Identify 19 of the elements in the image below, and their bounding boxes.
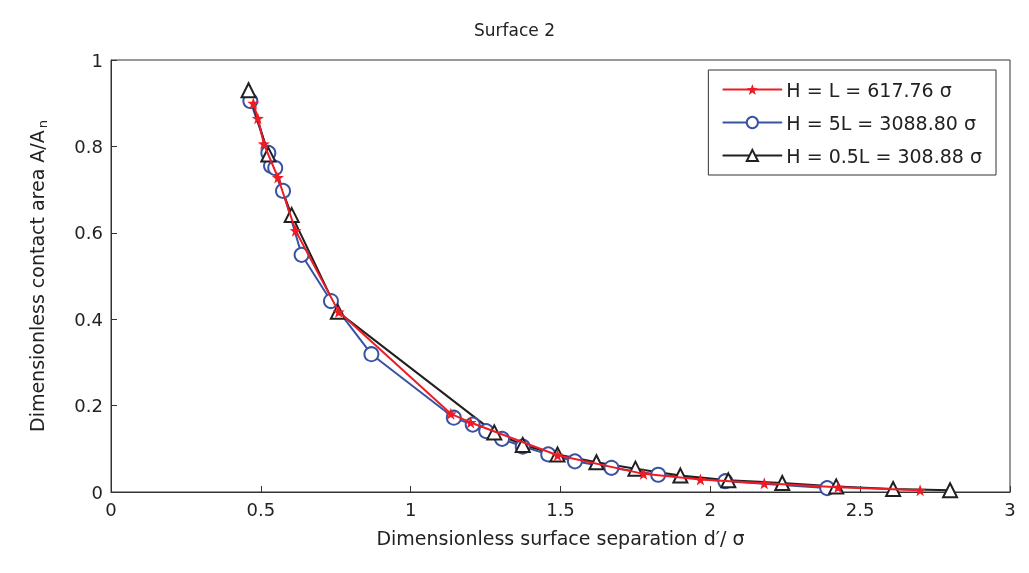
x-tick-label: 0.5 (246, 498, 276, 520)
y-tick-label: 1 (91, 49, 103, 71)
x-axis-title: Dimensionless surface separation d′/ σ (376, 526, 745, 549)
legend-label: H = 5L = 3088.80 σ (786, 111, 976, 134)
x-tick-label: 1.5 (546, 498, 575, 520)
x-tick-label: 1 (404, 498, 417, 520)
y-tick-label: 0.6 (74, 222, 103, 244)
y-axis-title: Dimensionless contact area A/An (25, 120, 50, 432)
y-tick-label: 0.4 (74, 308, 103, 330)
y-tick-label: 0.8 (74, 135, 103, 157)
x-tick-label: 3 (1004, 498, 1016, 520)
x-tick-label: 0 (105, 498, 117, 520)
y-tick-label: 0.2 (74, 395, 103, 417)
x-tick-label: 2 (704, 498, 717, 520)
legend-label: H = 0.5L = 308.88 σ (786, 144, 983, 167)
y-tick-label: 0 (91, 481, 103, 503)
chart-title: Surface 2 (474, 19, 555, 40)
legend-label: H = L = 617.76 σ (786, 78, 952, 101)
x-tick-label: 2.5 (845, 498, 875, 520)
